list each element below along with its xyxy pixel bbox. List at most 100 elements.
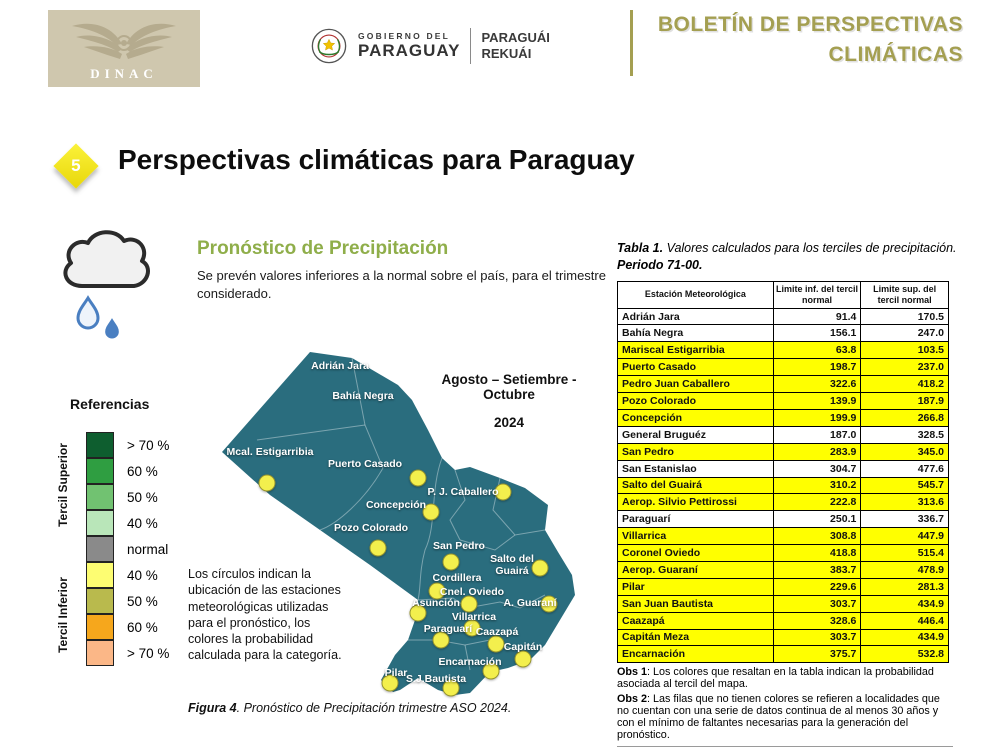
station-label: Encarnación	[438, 655, 502, 668]
table-cell: 156.1	[772, 324, 862, 343]
table-row: Encarnación 375.7 532.8	[617, 645, 949, 664]
table-cell: 418.2	[860, 375, 949, 394]
table-cell: 237.0	[860, 358, 949, 377]
table-cell: 375.7	[772, 645, 862, 664]
table-row: Aerop. Guaraní 383.7 478.9	[617, 560, 949, 579]
table-cell: 434.9	[860, 628, 949, 647]
obs-2-label: Obs 2	[617, 692, 648, 705]
table-cell: 139.9	[772, 392, 862, 410]
rain-cloud-icon	[63, 230, 150, 339]
legend-swatch	[86, 614, 114, 640]
legend-label: 60 %	[127, 463, 158, 479]
legend-item: > 70 %	[86, 640, 169, 666]
station-label: Cnel. Oviedo	[439, 585, 505, 598]
table-cell: 91.4	[772, 307, 862, 326]
table-cell: 313.6	[860, 493, 949, 512]
table-cell: 336.7	[860, 510, 949, 529]
table-row: Puerto Casado 198.7 237.0	[617, 358, 949, 377]
legend-swatch	[86, 536, 114, 562]
logo-divider	[470, 28, 472, 64]
table-cell: 281.3	[860, 577, 949, 596]
station-label: Caazapá	[475, 625, 519, 638]
bulletin-title-line1: BOLETÍN DE PERSPECTIVAS	[657, 13, 963, 36]
station-marker	[460, 595, 478, 613]
table-cell: 247.0	[860, 324, 949, 343]
table-cell: San Juan Bautista	[617, 594, 774, 613]
dinac-label: DINAC	[90, 66, 158, 81]
station-marker	[432, 631, 450, 649]
table-row: Mariscal Estigarribia 63.8 103.5	[617, 341, 949, 360]
map-stations: Adrián Jara Bahía Negra Mcal. Estigarribia…	[215, 340, 605, 708]
table-row: Villarrica 308.8 447.9	[617, 527, 949, 546]
station-marker	[409, 604, 427, 622]
table-cell: Aerop. Guaraní	[617, 560, 774, 579]
station-marker	[531, 559, 549, 577]
masthead-accent-bar	[630, 10, 633, 76]
observations: Obs 1: Los colores que resaltan en la ta…	[617, 666, 953, 747]
legend-label: 60 %	[127, 619, 158, 635]
legend-swatch	[86, 458, 114, 484]
forecast-summary: Se prevén valores inferiores a la normal…	[197, 268, 606, 301]
table-cell: 304.7	[772, 459, 862, 478]
station-label: Paraguarí	[423, 622, 473, 635]
table-cell: 103.5	[860, 341, 949, 360]
legend-label: normal	[127, 541, 169, 557]
table-cell: Capitán Meza	[617, 628, 774, 647]
period-year: 2024	[493, 415, 525, 430]
gobierno-paraguay-logo: GOBIERNO DEL PARAGUAY PARAGUÁI REKUÁI	[310, 22, 550, 70]
station-label: Concepción	[365, 498, 427, 511]
table-row: San Juan Bautista 303.7 434.9	[617, 594, 949, 613]
table-cell: 434.9	[860, 594, 949, 613]
table-cell: General Bruguéz	[617, 425, 774, 444]
table-cell: 515.4	[860, 544, 949, 562]
legend-title: Referencias	[70, 396, 150, 412]
station-label: P. J. Caballero	[427, 485, 499, 498]
table-cell: Pozo Colorado	[617, 392, 774, 410]
table-cell: 63.8	[772, 341, 862, 360]
legend-label: > 70 %	[127, 645, 170, 661]
table-cell: 283.9	[772, 442, 862, 461]
table-title: Tabla 1. Valores calculados para los ter…	[617, 241, 957, 272]
table-cell: Concepción	[617, 408, 774, 427]
legend-label: > 70 %	[127, 437, 170, 453]
legend-item: 60 %	[86, 458, 169, 484]
table-cell: 418.8	[772, 544, 862, 562]
tercil-superior-label: Tercil Superior	[56, 443, 70, 527]
station-table-body: Adrián Jara 91.4 170.5 Bahía Negra 156.1 247.…	[617, 307, 949, 664]
table-cell: 170.5	[860, 307, 949, 326]
obs-1-label: Obs 1	[617, 666, 648, 678]
station-marker	[409, 469, 427, 487]
station-label: Pozo Colorado	[333, 521, 409, 534]
legend-label: 50 %	[127, 593, 158, 609]
legend-swatch	[86, 510, 114, 536]
legend-label: 40 %	[127, 567, 158, 583]
page-title: Perspectivas climáticas para Paraguay	[118, 144, 635, 175]
legend-swatch	[86, 562, 114, 588]
legend-item: normal	[86, 536, 169, 562]
precipitation-table: Estación Meteorológica Limite inf. del t…	[617, 281, 949, 664]
dinac-logo: DINAC	[48, 10, 200, 87]
station-marker	[540, 595, 558, 613]
table-cell: 447.9	[860, 527, 949, 546]
gobierno-del-label: GOBIERNO DEL	[358, 31, 451, 41]
table-cell: 328.6	[772, 611, 862, 630]
station-marker	[258, 474, 276, 492]
table-row: Coronel Oviedo 418.8 515.4	[617, 544, 949, 562]
station-label: Mcal. Estigarribia	[226, 445, 314, 458]
table-row: Bahía Negra 156.1 247.0	[617, 324, 949, 343]
table-row: Pilar 229.6 281.3	[617, 577, 949, 596]
paraguay-label: PARAGUAY	[358, 41, 461, 60]
period-months: Agosto – Setiembre - Octubre	[441, 372, 577, 402]
paraguay-coat-of-arms-icon	[311, 28, 347, 64]
stations-note: Los círculos indican la ubicación de las…	[188, 567, 342, 663]
table-row: Pedro Juan Caballero 322.6 418.2	[617, 375, 949, 394]
table-cell: 532.8	[860, 645, 949, 664]
table-cell: Adrián Jara	[617, 307, 774, 326]
table-cell: 266.8	[860, 408, 949, 427]
station-label: A. Guaraní	[503, 596, 557, 609]
table-cell: Paraguarí	[617, 510, 774, 529]
table-cell: 477.6	[860, 459, 949, 478]
table-cell: Pilar	[617, 577, 774, 596]
station-label: Cordillera	[432, 571, 482, 584]
table-cell: 308.8	[772, 527, 862, 546]
